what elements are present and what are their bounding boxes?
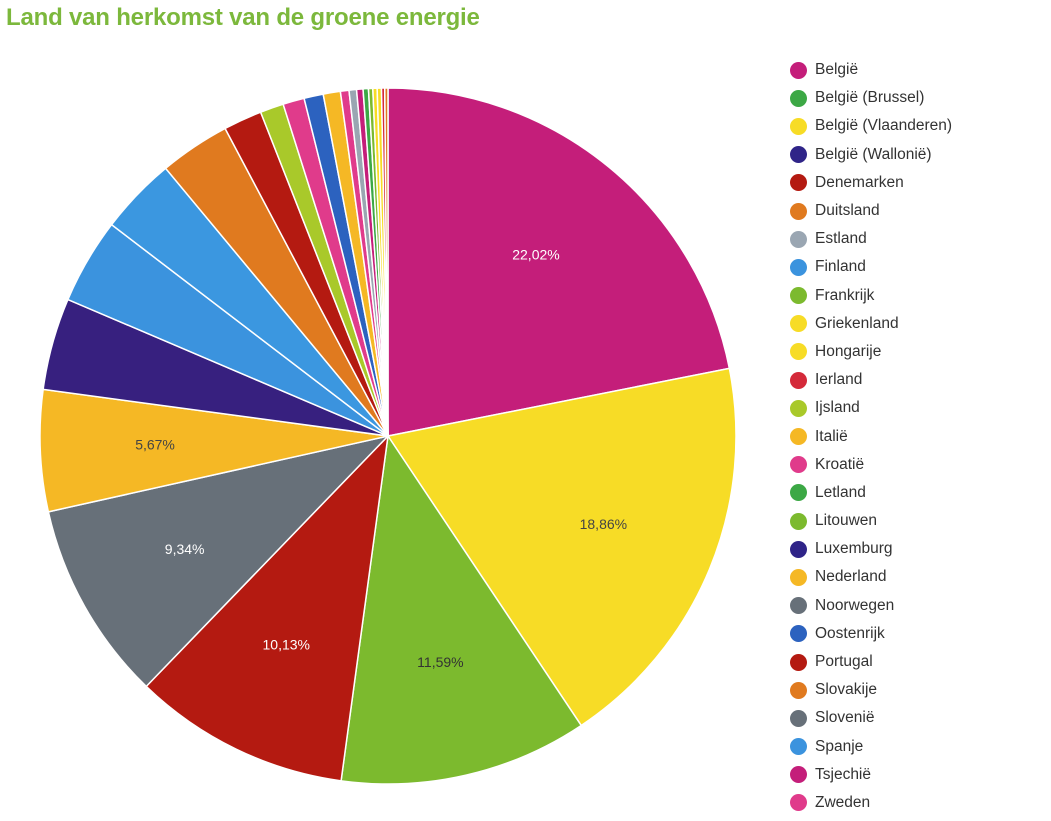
legend-swatch <box>790 738 807 756</box>
chart-title: Land van herkomst van de groene energie <box>6 4 480 31</box>
legend-label: Oostenrijk <box>815 624 885 642</box>
legend-item[interactable]: Kroatië <box>790 451 1045 479</box>
legend-label: Estland <box>815 230 867 248</box>
pie-slice-portugal <box>145 433 390 782</box>
legend-swatch <box>790 456 807 474</box>
legend-swatch <box>790 653 807 671</box>
legend-label: Slovenië <box>815 709 875 727</box>
legend-swatch <box>790 794 807 812</box>
legend-item[interactable]: Nederland <box>790 563 1045 591</box>
legend-item[interactable]: Portugal <box>790 648 1045 676</box>
legend-label: Denemarken <box>815 173 904 191</box>
slice-label-portugal: 10,13% <box>263 636 310 652</box>
legend-label: Litouwen <box>815 512 878 530</box>
legend-item[interactable]: België (Vlaanderen) <box>790 112 1045 140</box>
legend-item[interactable]: Luxemburg <box>790 535 1045 563</box>
legend-label: België (Wallonië) <box>815 145 932 163</box>
legend-label: Tsjechië <box>815 765 871 783</box>
legend-swatch <box>790 568 807 586</box>
legend-item[interactable]: Hongarije <box>790 338 1045 366</box>
legend-item[interactable]: Ierland <box>790 366 1045 394</box>
legend-swatch <box>790 287 807 305</box>
legend-label: Frankrijk <box>815 286 875 304</box>
legend-label: Duitsland <box>815 202 880 220</box>
slice-label-nederland: 5,67% <box>135 437 175 453</box>
legend-item[interactable]: Estland <box>790 225 1045 253</box>
legend-label: Noorwegen <box>815 596 895 614</box>
legend-label: Finland <box>815 258 866 276</box>
slice-label-frankrijk: 11,59% <box>417 654 463 670</box>
legend-item[interactable]: België (Wallonië) <box>790 141 1045 169</box>
legend-item[interactable]: Letland <box>790 479 1045 507</box>
pie-slice-noorwegen <box>47 434 391 688</box>
legend-item[interactable]: Noorwegen <box>790 592 1045 620</box>
legend-label: België (Brussel) <box>815 89 925 107</box>
legend-swatch <box>790 597 807 615</box>
legend-label: Slovakije <box>815 681 878 699</box>
legend-label: Griekenland <box>815 314 899 332</box>
legend-swatch <box>790 230 807 248</box>
legend-item[interactable]: Italië <box>790 422 1045 450</box>
slice-label-noorwegen: 9,34% <box>165 541 205 557</box>
legend-swatch <box>790 540 807 558</box>
pie-slice-frankrijk <box>340 433 583 785</box>
legend-label: Ijsland <box>815 399 860 417</box>
legend-item[interactable]: Duitsland <box>790 197 1045 225</box>
legend-item[interactable]: Litouwen <box>790 507 1045 535</box>
legend-swatch <box>790 428 807 446</box>
legend-swatch <box>790 146 807 164</box>
legend-item[interactable]: België <box>790 56 1045 84</box>
legend-swatch <box>790 709 807 727</box>
legend-swatch <box>790 484 807 502</box>
legend-label: Spanje <box>815 737 864 755</box>
legend-label: Kroatië <box>815 455 865 473</box>
pie-slice-hongarije <box>386 367 737 727</box>
legend-label: Zweden <box>815 793 871 811</box>
legend-item[interactable]: Zweden <box>790 789 1045 817</box>
legend-swatch <box>790 315 807 333</box>
legend-item[interactable]: Frankrijk <box>790 282 1045 310</box>
legend-swatch <box>790 61 807 79</box>
pie-slice-tsjechie <box>387 87 731 437</box>
legend-label: België (Vlaanderen) <box>815 117 953 135</box>
slice-label-hongarije: 18,86% <box>580 516 627 532</box>
legend-swatch <box>790 371 807 389</box>
pie-chart: 22,02% 18,86% 11,59% 10,13% 9,34% 5,67% <box>39 87 737 785</box>
legend-label: Luxemburg <box>815 540 893 558</box>
legend-label: Letland <box>815 483 866 501</box>
legend-swatch <box>790 681 807 699</box>
legend-label: Hongarije <box>815 342 882 360</box>
legend-swatch <box>790 766 807 784</box>
legend-swatch <box>790 202 807 220</box>
legend-label: Italië <box>815 427 848 445</box>
legend-swatch <box>790 174 807 192</box>
chart-legend: België België (Brussel) België (Vlaanderen… <box>790 56 1045 817</box>
legend-label: Nederland <box>815 568 887 586</box>
legend-item[interactable]: Tsjechië <box>790 761 1045 789</box>
legend-item[interactable]: Oostenrijk <box>790 620 1045 648</box>
legend-item[interactable]: Griekenland <box>790 310 1045 338</box>
legend-swatch <box>790 89 807 107</box>
legend-label: Ierland <box>815 371 863 389</box>
legend-item[interactable]: Slovakije <box>790 676 1045 704</box>
legend-item[interactable]: Denemarken <box>790 169 1045 197</box>
legend-item[interactable]: Slovenië <box>790 704 1045 732</box>
legend-label: België <box>815 61 859 79</box>
legend-swatch <box>790 512 807 530</box>
slice-label-tsjechie: 22,02% <box>512 247 559 263</box>
legend-swatch <box>790 343 807 361</box>
legend-swatch <box>790 258 807 276</box>
legend-swatch <box>790 117 807 135</box>
legend-item[interactable]: Ijsland <box>790 394 1045 422</box>
legend-swatch <box>790 399 807 417</box>
pie-slice-slovakije <box>383 87 389 437</box>
legend-item[interactable]: Finland <box>790 253 1045 281</box>
legend-swatch <box>790 625 807 643</box>
legend-label: Portugal <box>815 653 873 671</box>
legend-item[interactable]: Spanje <box>790 733 1045 761</box>
legend-item[interactable]: België (Brussel) <box>790 84 1045 112</box>
